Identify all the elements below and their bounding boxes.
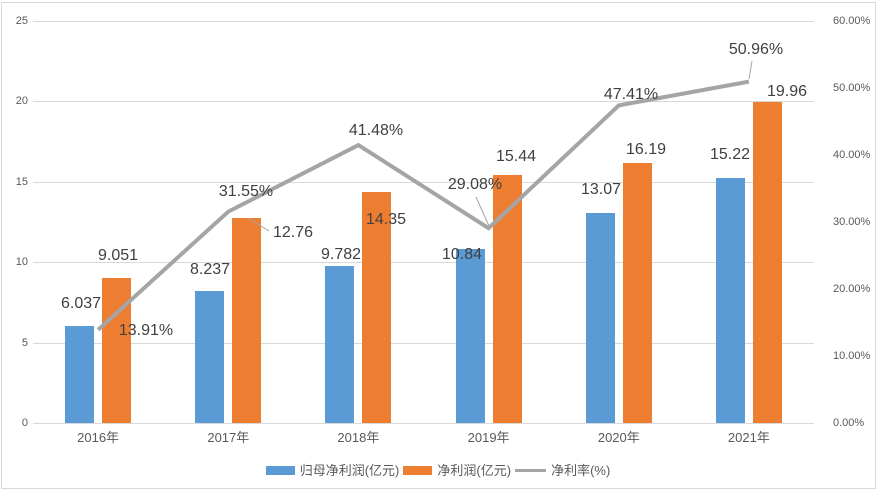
data-label: 9.051 — [97, 247, 139, 264]
x-axis-category-label: 2018年 — [337, 430, 380, 445]
data-label: 9.782 — [320, 246, 362, 263]
legend-label: 净利率(%) — [551, 462, 611, 478]
bar-parent-net-profit — [455, 248, 485, 423]
left-axis-tick-label: 20 — [15, 95, 28, 107]
gridline — [33, 343, 814, 344]
right-axis-tick-label: 50.00% — [833, 82, 871, 94]
bar-net-profit — [752, 102, 782, 423]
data-label: 19.96 — [766, 83, 808, 100]
data-label: 13.07 — [580, 181, 622, 198]
data-label: 13.91% — [118, 322, 174, 339]
right-axis-tick-label: 20.00% — [833, 283, 871, 295]
right-axis-tick-label: 60.00% — [833, 15, 871, 27]
bar-net-profit — [622, 162, 652, 423]
data-label: 15.44 — [495, 148, 537, 165]
left-axis-tick-label: 10 — [15, 256, 28, 268]
left-axis-tick-label: 15 — [15, 176, 28, 188]
bar-parent-net-profit — [65, 325, 95, 423]
gridline — [33, 423, 814, 424]
left-axis-tick-label: 5 — [21, 337, 28, 349]
data-label: 15.22 — [709, 146, 751, 163]
right-axis-tick-label: 40.00% — [833, 149, 871, 161]
x-axis-category-label: 2019年 — [467, 430, 510, 445]
data-label: 29.08% — [447, 176, 503, 193]
bar-parent-net-profit — [195, 290, 225, 423]
data-label: 47.41% — [603, 86, 659, 103]
data-label: 8.237 — [189, 261, 231, 278]
legend-line-swatch-icon — [515, 468, 547, 472]
left-axis-tick-label: 0 — [21, 417, 28, 429]
data-label: 50.96% — [728, 41, 784, 58]
data-label: 14.35 — [365, 211, 407, 228]
right-axis-tick-label: 30.00% — [833, 216, 871, 228]
bar-net-profit — [232, 217, 262, 423]
data-label: 31.55% — [218, 183, 274, 200]
bar-parent-net-profit — [325, 265, 355, 423]
legend: 归母净利润(亿元) 净利润(亿元) 净利率(%) — [0, 461, 876, 479]
gridline — [33, 262, 814, 263]
left-axis-tick-label: 25 — [15, 15, 28, 27]
gridline — [33, 101, 814, 102]
data-label: 16.19 — [625, 141, 667, 158]
x-axis-category-label: 2017年 — [207, 430, 250, 445]
legend-bar-swatch-icon — [403, 465, 433, 475]
legend-item: 净利润(亿元) — [403, 464, 511, 477]
bar-net-profit — [492, 174, 522, 423]
right-axis-tick-label: 10.00% — [833, 350, 871, 362]
legend-item: 归母净利润(亿元) — [265, 462, 400, 478]
legend-bar-swatch-icon — [265, 465, 295, 475]
data-label: 6.037 — [60, 295, 102, 312]
legend-label: 归母净利润(亿元) — [299, 462, 400, 478]
x-axis-category-label: 2020年 — [597, 430, 640, 445]
bar-parent-net-profit — [715, 178, 745, 423]
right-axis-tick-label: 0.00% — [833, 417, 865, 429]
bar-parent-net-profit — [585, 212, 615, 423]
bar-net-profit — [102, 277, 132, 423]
gridline — [33, 182, 814, 183]
x-axis-category-label: 2016年 — [77, 430, 120, 445]
data-label: 41.48% — [348, 122, 404, 139]
data-label: 10.84 — [441, 246, 483, 263]
legend-label: 净利润(亿元) — [437, 462, 512, 478]
gridline — [33, 21, 814, 22]
x-axis-category-label: 2021年 — [727, 430, 770, 445]
legend-item: 净利率(%) — [515, 464, 610, 477]
data-label: 12.76 — [272, 224, 314, 241]
